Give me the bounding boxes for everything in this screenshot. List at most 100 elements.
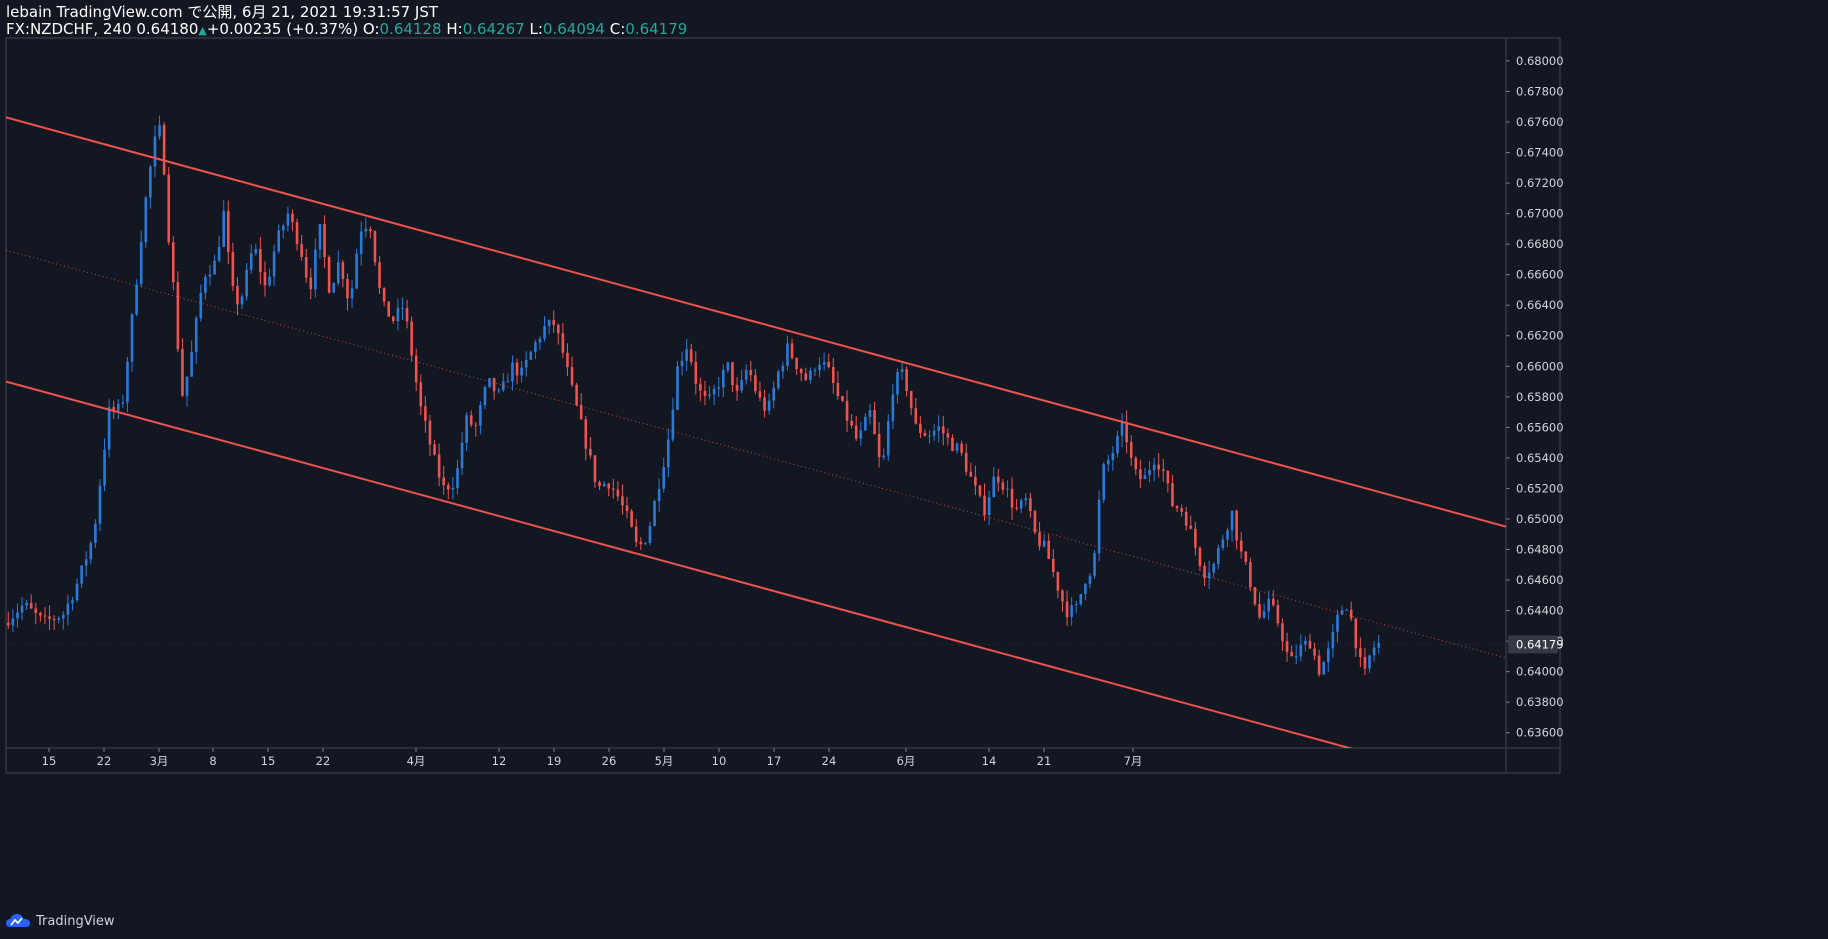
candle-body	[43, 615, 47, 617]
candles	[6, 115, 1381, 677]
time-axis[interactable]: 15 22 3月 8 15 22 4月 12 19 26 5月 10 17 24 6月 14 21 7月	[42, 748, 1143, 768]
candle-body	[671, 409, 675, 440]
candle-body	[204, 276, 207, 293]
candle-body	[1216, 548, 1220, 564]
candle-body	[336, 262, 340, 284]
time-tick-label: 24	[822, 754, 837, 768]
tradingview-logo[interactable]: TradingView	[6, 911, 115, 931]
price-axis[interactable]: 0.68000 0.67800 0.67600 0.67400 0.67200 0.670…	[1506, 54, 1564, 740]
candle-body	[561, 333, 565, 353]
candle-body	[584, 419, 588, 449]
candle-body	[263, 272, 267, 286]
price-tick-label: 0.64800	[1516, 543, 1564, 557]
last-price: 0.64180	[136, 20, 199, 38]
price-tick-label: 0.65200	[1516, 481, 1564, 495]
candle-body	[1322, 662, 1326, 675]
ohlc-line: FX:NZDCHF, 240 0.64180▲+0.00235 (+0.37%)…	[6, 21, 687, 39]
candle-body	[969, 471, 973, 477]
candle-body	[98, 485, 102, 524]
candle-body	[373, 231, 377, 263]
price-tick-label: 0.67400	[1516, 146, 1564, 160]
price-tick-label: 0.63600	[1516, 726, 1564, 740]
candle-body	[896, 372, 899, 395]
candle-body	[222, 211, 226, 247]
candle-body	[226, 211, 230, 253]
candle-body	[648, 525, 652, 543]
candle-body	[754, 375, 757, 392]
candle-body	[281, 225, 285, 231]
channel-line-lower[interactable]	[6, 380, 1506, 791]
candle-body	[992, 476, 996, 498]
candle-body	[1359, 648, 1362, 657]
candle-body	[107, 406, 111, 450]
candle-body	[291, 213, 294, 223]
candle-body	[809, 370, 812, 380]
candle-body	[1038, 532, 1041, 547]
candle-body	[1326, 648, 1330, 663]
candle-body	[515, 362, 519, 376]
low-value: 0.64094	[542, 20, 605, 38]
candle-body	[387, 301, 391, 317]
candle-body	[1203, 565, 1206, 579]
candle-body	[511, 362, 514, 382]
candle-body	[116, 403, 120, 411]
candle-body	[744, 370, 748, 380]
candle-body	[1134, 458, 1138, 470]
candle-body	[717, 387, 721, 389]
candle-body	[1285, 641, 1289, 652]
candle-body	[1308, 640, 1312, 649]
candle-body	[1010, 488, 1014, 508]
candle-body	[1368, 655, 1371, 669]
candle-body	[318, 224, 322, 250]
candle-body	[1157, 464, 1161, 470]
candle-body	[946, 433, 950, 438]
candle-body	[653, 501, 656, 526]
candle-body	[932, 430, 936, 436]
candle-body	[240, 296, 244, 305]
candle-body	[951, 437, 954, 451]
plot-area	[5, 37, 1561, 791]
candle-body	[217, 246, 221, 261]
candle-body	[1226, 530, 1229, 540]
candle-body	[909, 391, 913, 409]
price-tick-label: 0.66400	[1516, 298, 1564, 312]
candle-body	[57, 618, 61, 620]
channel-line-upper[interactable]	[6, 116, 1506, 528]
candle-body	[410, 321, 413, 356]
candle-body	[364, 228, 368, 232]
candle-body	[254, 248, 258, 254]
candle-body	[112, 406, 116, 411]
up-arrow-icon: ▲	[198, 24, 207, 37]
candle-body	[868, 410, 872, 417]
candle-body	[891, 394, 895, 422]
candle-body	[1065, 601, 1069, 618]
candle-body	[914, 408, 918, 424]
candle-body	[1161, 469, 1165, 471]
candle-body	[731, 362, 734, 385]
candle-body	[483, 386, 487, 406]
price-tick-label: 0.67000	[1516, 207, 1564, 221]
candle-body	[877, 434, 881, 458]
price-tick-label: 0.64400	[1516, 604, 1564, 618]
candle-body	[75, 583, 79, 601]
candle-body	[579, 404, 583, 420]
candle-body	[547, 320, 551, 326]
channel-line-middle[interactable]	[6, 249, 1506, 659]
candle-body	[130, 314, 134, 362]
candle-body	[1051, 558, 1055, 573]
price-tick-label: 0.64600	[1516, 573, 1564, 587]
candle-body	[1290, 651, 1293, 657]
candle-body	[1120, 422, 1124, 436]
candle-body	[121, 402, 125, 404]
candle-body	[1207, 572, 1211, 579]
brand-label: TradingView	[36, 913, 115, 929]
candle-body	[149, 166, 152, 198]
candle-body	[190, 351, 193, 377]
high-value: 0.64267	[462, 20, 525, 38]
candle-body	[1349, 609, 1353, 619]
candle-body	[259, 248, 262, 273]
candle-body	[286, 213, 290, 226]
candle-body	[1267, 598, 1271, 612]
candle-body	[414, 355, 418, 383]
